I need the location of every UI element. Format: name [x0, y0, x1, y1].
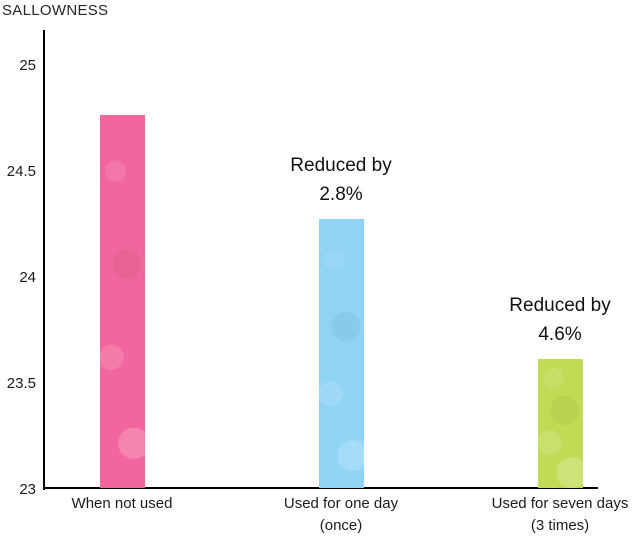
x-axis-label-line1: Used for seven days	[491, 495, 629, 512]
x-axis-label-line2: (once)	[319, 517, 363, 534]
x-axis-label: When not used	[32, 493, 212, 515]
x-axis-label: Used for seven days (3 times)	[470, 493, 640, 537]
x-axis-label-line2: (3 times)	[530, 517, 590, 534]
x-axis-label-line1: When not used	[71, 495, 173, 512]
bar-annotation: Reduced by 2.8%	[251, 151, 431, 209]
y-axis-line	[43, 30, 45, 490]
bar-1	[99, 114, 145, 488]
annotation-line1: Reduced by	[509, 294, 611, 316]
x-axis-line	[43, 487, 598, 489]
bar-2	[318, 218, 364, 488]
y-axis-tick-label: 24	[19, 269, 36, 286]
annotation-line2: 4.6%	[538, 323, 582, 345]
x-axis-label-line1: Used for one day	[283, 495, 399, 512]
y-axis-title: SALLOWNESS	[2, 2, 109, 19]
y-axis-tick-label: 23.5	[6, 375, 36, 392]
y-axis-tick-label: 25	[19, 57, 36, 74]
x-axis-label: Used for one day (once)	[251, 493, 431, 537]
y-axis-tick-label: 24.5	[6, 163, 36, 180]
y-axis-tick-label: 23	[19, 481, 36, 498]
annotation-line1: Reduced by	[290, 154, 392, 176]
bar-3	[537, 358, 583, 488]
bar-annotation: Reduced by 4.6%	[470, 291, 640, 349]
annotation-line2: 2.8%	[319, 183, 363, 205]
